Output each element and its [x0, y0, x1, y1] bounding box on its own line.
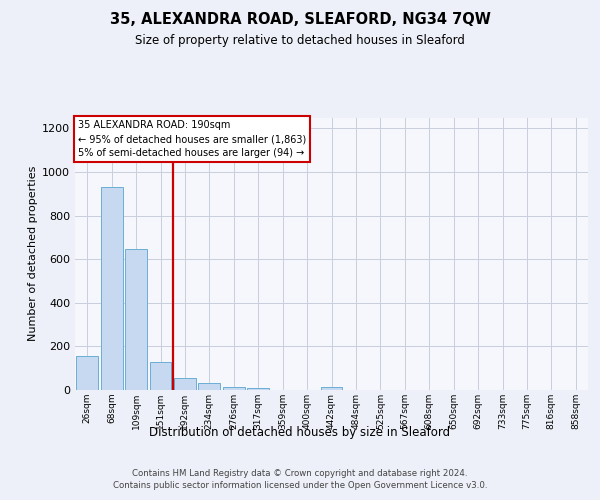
Bar — [223, 386, 245, 390]
Bar — [101, 188, 122, 390]
Bar — [320, 387, 343, 390]
Text: Contains HM Land Registry data © Crown copyright and database right 2024.: Contains HM Land Registry data © Crown c… — [132, 469, 468, 478]
Text: 35 ALEXANDRA ROAD: 190sqm
← 95% of detached houses are smaller (1,863)
5% of sem: 35 ALEXANDRA ROAD: 190sqm ← 95% of detac… — [77, 120, 306, 158]
Y-axis label: Number of detached properties: Number of detached properties — [28, 166, 38, 342]
Bar — [199, 384, 220, 390]
Text: Size of property relative to detached houses in Sleaford: Size of property relative to detached ho… — [135, 34, 465, 47]
Text: Distribution of detached houses by size in Sleaford: Distribution of detached houses by size … — [149, 426, 451, 439]
Bar — [174, 378, 196, 390]
Bar — [247, 388, 269, 390]
Bar — [149, 362, 172, 390]
Text: Contains public sector information licensed under the Open Government Licence v3: Contains public sector information licen… — [113, 481, 487, 490]
Text: 35, ALEXANDRA ROAD, SLEAFORD, NG34 7QW: 35, ALEXANDRA ROAD, SLEAFORD, NG34 7QW — [110, 12, 490, 28]
Bar — [76, 356, 98, 390]
Bar — [125, 248, 147, 390]
